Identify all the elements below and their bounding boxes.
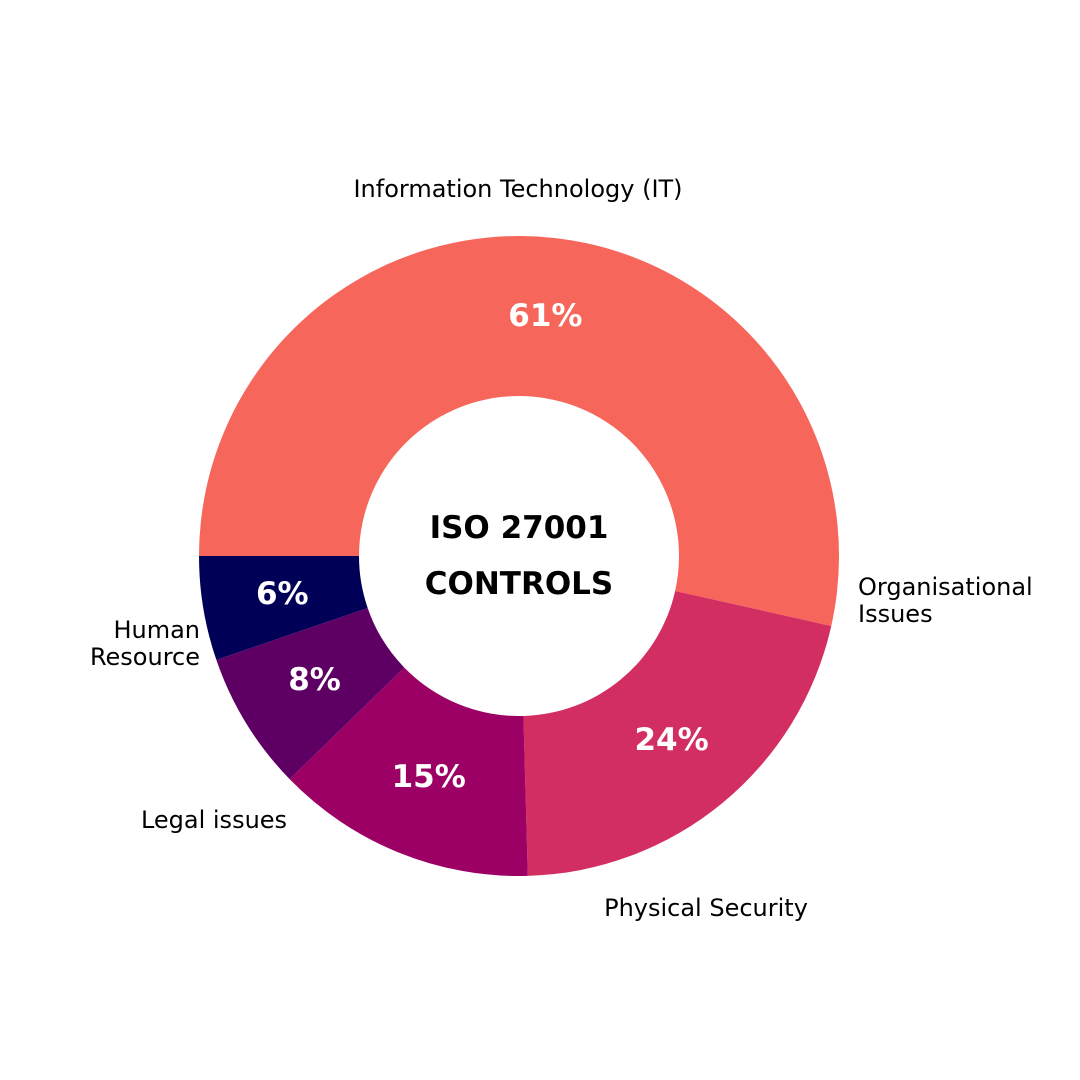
donut-segment (523, 590, 832, 876)
value-label: 61% (508, 298, 582, 334)
category-label: Human Resource (89, 616, 200, 671)
category-label: Physical Security (604, 894, 808, 922)
category-label: Information Technology (IT) (353, 175, 683, 203)
value-label: 6% (256, 576, 309, 612)
value-label: 15% (392, 759, 466, 795)
donut-segment (289, 667, 528, 876)
value-label: 24% (634, 722, 708, 758)
chart-title: ISO 27001 CONTROLS (424, 510, 614, 602)
category-label: Organisational Issues (858, 573, 1033, 628)
category-label: Legal issues (140, 806, 288, 834)
donut-segment (216, 607, 405, 780)
donut-segment (199, 235, 840, 626)
donut-segment (199, 556, 368, 660)
value-label: 8% (288, 662, 341, 698)
